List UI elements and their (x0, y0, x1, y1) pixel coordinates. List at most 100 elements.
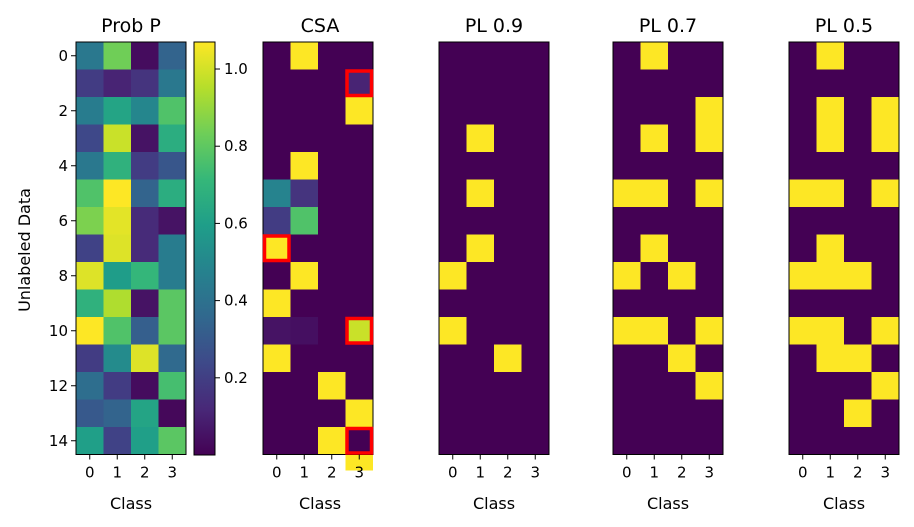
pl05-cell (789, 317, 817, 345)
pl09-cell (494, 317, 522, 345)
prob-cell (158, 262, 187, 290)
prob-cell (131, 152, 159, 180)
pl05-cell (871, 234, 900, 263)
prob-cell (131, 262, 159, 290)
pl07-cell (640, 372, 669, 400)
csa-cell (290, 234, 319, 263)
pl07-cell (640, 427, 669, 455)
csa-cell (318, 97, 346, 125)
x-tick-label: 3 (530, 464, 540, 482)
pl07-cell (613, 262, 641, 290)
x-tick-label: 2 (677, 464, 687, 482)
prob-cell (76, 42, 104, 70)
xlabel-csa: Class (299, 494, 341, 513)
pl07-cell (640, 262, 669, 290)
csa-cell (263, 399, 291, 428)
pl09-cell (439, 317, 467, 345)
pl05-cell (844, 69, 872, 98)
prob-cell (103, 42, 132, 70)
pl09-cell (439, 399, 467, 428)
pl05-cell (844, 344, 872, 373)
pl07-cell (695, 372, 724, 400)
csa-cell (290, 179, 319, 208)
pl05-cells (788, 41, 900, 455)
prob-cell (158, 234, 187, 263)
pl07-cell (613, 427, 641, 455)
x-tick-label: 2 (503, 464, 513, 482)
pl05-cell (871, 207, 900, 235)
pl05-cell (789, 152, 817, 180)
pl07-cell (695, 42, 724, 70)
csa-cell (263, 234, 291, 263)
pl09-cell (494, 399, 522, 428)
prob-cell (131, 207, 159, 235)
xlabel-pl-0-5: Class (823, 494, 865, 513)
pl05-cell (816, 289, 845, 318)
title-pl-0-9: PL 0.9 (465, 15, 523, 37)
pl09-cell (494, 42, 522, 70)
pl05-cell (844, 234, 872, 263)
x-tick-label: 1 (649, 464, 659, 482)
x-tick-label: 3 (704, 464, 714, 482)
y-tick-label: 12 (49, 377, 68, 395)
pl07-cell (640, 69, 669, 98)
csa-cell (345, 179, 374, 208)
csa-cell (263, 152, 291, 180)
pl09-cell (494, 69, 522, 98)
pl09-cell (521, 372, 550, 400)
csa-cell (290, 262, 319, 290)
pl05-cell (844, 42, 872, 70)
y-tick-label: 0 (58, 47, 68, 65)
prob-cell (103, 234, 132, 263)
pl07-cell (613, 124, 641, 153)
csa-cell (345, 372, 374, 400)
prob-cell (76, 399, 104, 428)
pl09-cell (494, 427, 522, 455)
csa-cell (318, 344, 346, 373)
csa-cell (318, 262, 346, 290)
pl05-cell (871, 179, 900, 208)
pl07-cell (668, 234, 696, 263)
prob-cell (131, 344, 159, 373)
pl07-cell (613, 42, 641, 70)
pl07-cell (668, 372, 696, 400)
prob-cell (103, 289, 132, 318)
pl07-cells (612, 41, 724, 455)
prob-cell (131, 427, 159, 455)
prob-cell (76, 372, 104, 400)
prob-cell (103, 179, 132, 208)
prob-cell (76, 124, 104, 153)
prob-cell (76, 317, 104, 345)
pl05-cell (871, 399, 900, 428)
pl05-cell (816, 124, 845, 153)
x-tick-label: 1 (299, 464, 309, 482)
csa-cell (290, 207, 319, 235)
pl07-cell (668, 344, 696, 373)
pl07-cell (695, 317, 724, 345)
csa-cell (345, 234, 374, 263)
pl09-cell (521, 289, 550, 318)
pl07-cell (613, 97, 641, 125)
pl07-axes-frame (612, 41, 724, 455)
y-tick-label: 14 (49, 432, 68, 450)
prob-cell (76, 234, 104, 263)
pl07-cell (613, 207, 641, 235)
pl07-cell (695, 344, 724, 373)
pl07-cell (640, 179, 669, 208)
pl05-cell (816, 234, 845, 263)
pl09-cell (494, 124, 522, 153)
x-tick-label: 3 (354, 464, 364, 482)
pl07-cell (640, 124, 669, 153)
pl07-cell (640, 42, 669, 70)
pl05-cell (789, 42, 817, 70)
x-tick-label: 1 (475, 464, 485, 482)
pl09-cell (521, 427, 550, 455)
y-tick-label: 4 (58, 157, 68, 175)
csa-highlights (262, 69, 374, 455)
x-tick-label: 0 (85, 464, 95, 482)
pl07-cell (613, 289, 641, 318)
csa-highlight-box (345, 69, 374, 98)
pl09-cell (439, 289, 467, 318)
